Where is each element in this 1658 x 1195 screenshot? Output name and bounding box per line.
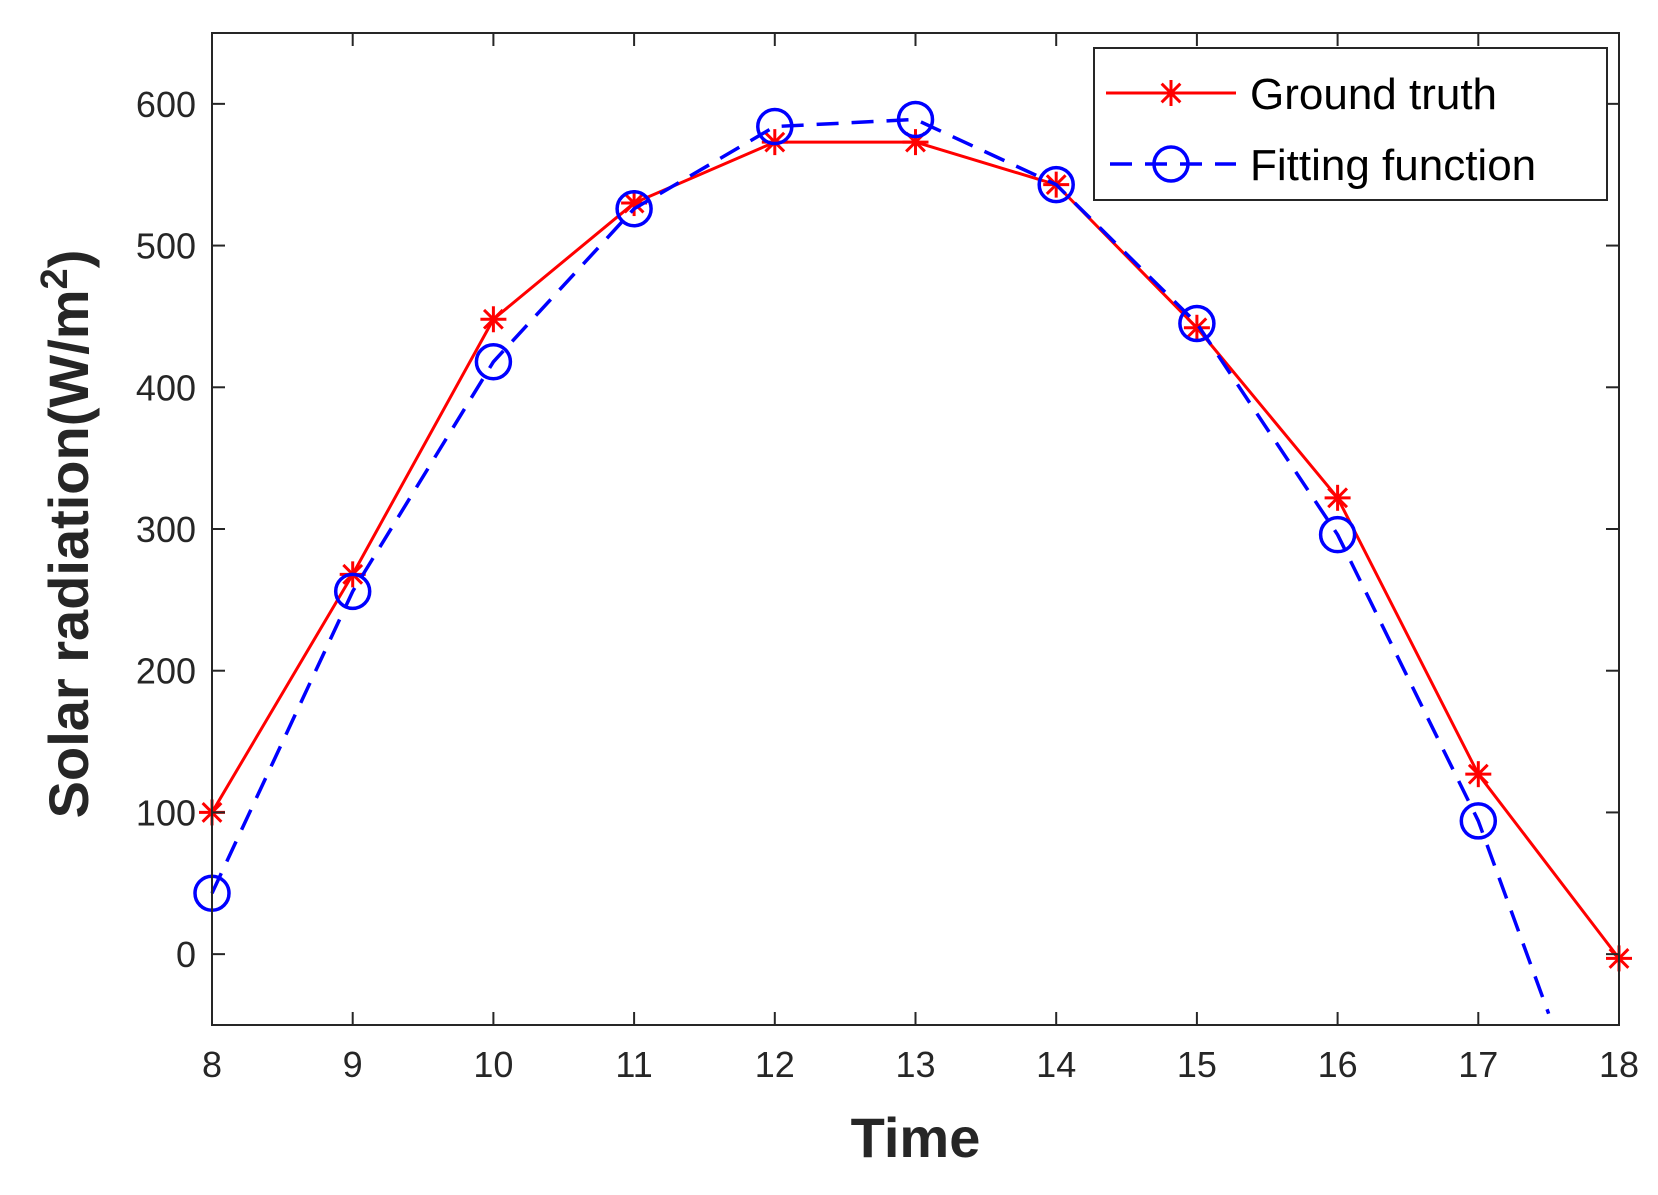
data-point-marker xyxy=(1459,802,1498,840)
data-point-marker xyxy=(1318,515,1357,554)
x-tick-label: 17 xyxy=(1458,1044,1498,1085)
y-axis-title: Solar radiation(W/m2) xyxy=(34,250,100,819)
data-point-marker xyxy=(756,107,794,146)
y-tick-label: 400 xyxy=(136,367,196,408)
data-point-marker xyxy=(1178,304,1216,343)
data-point-marker xyxy=(1465,761,1492,788)
data-point-marker xyxy=(1037,165,1075,204)
ticks-layer: 8 9 10 11 12 13 14 15 16 17 18 0 100 200 300 400 500 600 xyxy=(136,33,1639,1085)
x-axis-title: Time xyxy=(851,1106,981,1169)
y-tick-label: 0 xyxy=(176,934,196,975)
series-layer xyxy=(193,100,1632,1015)
x-tick-label: 10 xyxy=(473,1044,513,1085)
data-point-marker xyxy=(615,189,653,228)
legend-sample-ground-truth xyxy=(1106,80,1236,106)
legend-marker xyxy=(1152,145,1190,183)
legend-box xyxy=(1093,47,1608,201)
y-tick-label: 100 xyxy=(136,792,196,833)
x-tick-label: 8 xyxy=(202,1044,222,1085)
legend-entry-fitting-function: Fitting function xyxy=(1106,141,1536,190)
series-line xyxy=(210,117,1551,1015)
legend-sample-fitting-function xyxy=(1106,145,1236,183)
x-tick-label: 14 xyxy=(1036,1044,1076,1085)
x-tick-label: 11 xyxy=(615,1044,652,1085)
y-tick-label: 600 xyxy=(136,84,196,125)
legend-label-fitting-function: Fitting function xyxy=(1250,141,1536,190)
y-axis-title-main: Solar radiation(W/m xyxy=(37,289,100,818)
legend-marker xyxy=(1158,80,1184,106)
x-tick-label: 13 xyxy=(895,1044,935,1085)
y-tick-label: 500 xyxy=(136,226,196,267)
x-tick-label: 12 xyxy=(755,1044,795,1085)
y-tick-label: 300 xyxy=(136,509,196,550)
legend-label-ground-truth: Ground truth xyxy=(1250,70,1497,119)
data-point-marker xyxy=(333,572,372,611)
x-tick-label: 9 xyxy=(343,1044,363,1085)
legend: Ground truth Fitting function xyxy=(1093,47,1608,201)
y-axis-title-close: ) xyxy=(37,250,100,269)
data-point-marker xyxy=(1324,484,1351,511)
y-tick-label: 200 xyxy=(136,651,196,692)
legend-entry-ground-truth: Ground truth xyxy=(1106,70,1497,119)
data-point-marker xyxy=(896,100,935,139)
data-point-marker xyxy=(480,306,507,333)
x-tick-label: 16 xyxy=(1318,1044,1358,1085)
data-point-marker xyxy=(474,343,513,381)
y-axis-title-superscript: 2 xyxy=(34,268,76,289)
x-tick-label: 15 xyxy=(1177,1044,1217,1085)
x-tick-label: 18 xyxy=(1599,1044,1639,1085)
